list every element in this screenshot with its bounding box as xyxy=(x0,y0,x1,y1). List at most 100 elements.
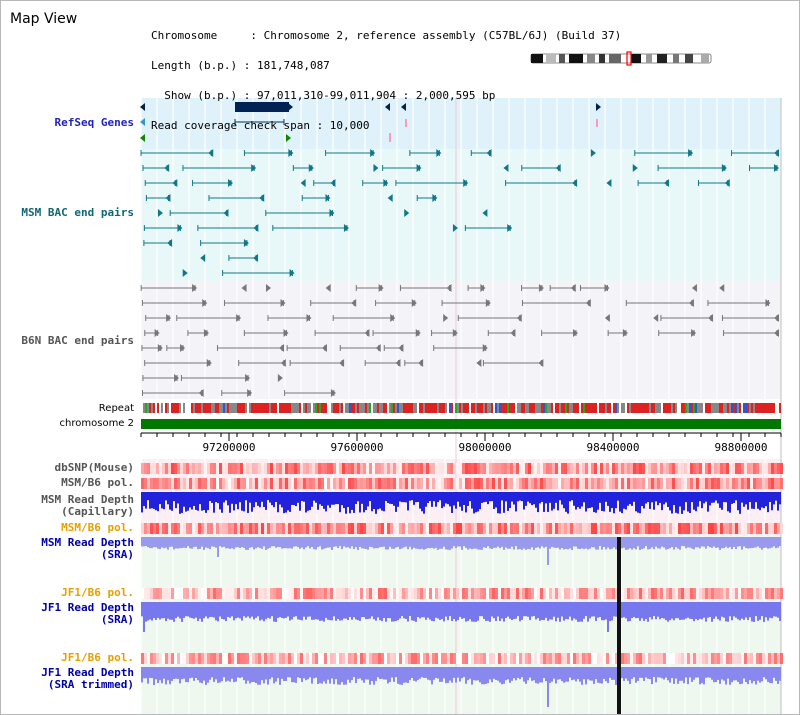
heat-cell xyxy=(408,463,411,474)
depth-bar xyxy=(605,537,607,550)
heat-cell xyxy=(549,478,552,489)
ideogram-band xyxy=(546,54,556,63)
repeat-segment xyxy=(641,403,643,413)
depth-bar xyxy=(707,667,709,678)
heat-cell xyxy=(420,588,423,599)
depth-bar xyxy=(429,492,431,502)
depth-bar xyxy=(713,667,715,683)
depth-bar xyxy=(205,492,207,513)
repeat-segment xyxy=(299,403,301,413)
heat-cell xyxy=(444,653,447,664)
depth-bar xyxy=(287,492,289,511)
heat-cell xyxy=(276,523,279,534)
heat-cell xyxy=(492,478,495,489)
heat-cell xyxy=(369,588,372,599)
heat-cell xyxy=(441,523,444,534)
heat-cell xyxy=(297,588,300,599)
depth-bar xyxy=(433,537,435,549)
repeat-segment xyxy=(251,403,253,413)
track-label-msm-bac[interactable]: MSM BAC end pairs xyxy=(21,206,134,219)
repeat-segment xyxy=(719,403,721,413)
heat-cell xyxy=(492,523,495,534)
gene-exon xyxy=(405,119,407,127)
heat-cell xyxy=(474,653,477,664)
heat-cell xyxy=(483,463,486,474)
depth-bar xyxy=(259,602,261,621)
heat-cell xyxy=(258,653,261,664)
heat-cell xyxy=(174,588,177,599)
repeat-segment xyxy=(545,403,547,413)
depth-bar xyxy=(719,602,721,621)
depth-bar xyxy=(281,667,283,679)
track-label-jf1-depth-trimmed[interactable]: JF1 Read Depth (SRA trimmed) xyxy=(41,667,134,691)
depth-bar xyxy=(553,537,555,548)
track-label-dbsnp[interactable]: dbSNP(Mouse) xyxy=(54,461,134,474)
heat-cell xyxy=(243,653,246,664)
depth-bar xyxy=(397,602,399,621)
depth-bar xyxy=(667,537,669,550)
heat-cell xyxy=(255,463,258,474)
depth-bar xyxy=(609,492,611,512)
heat-cell xyxy=(621,653,624,664)
depth-bar xyxy=(691,492,693,503)
heat-cell xyxy=(204,523,207,534)
heat-cell xyxy=(753,463,756,474)
heat-cell xyxy=(168,653,171,664)
heat-cell xyxy=(723,653,726,664)
depth-bar xyxy=(743,602,745,620)
repeat-segment xyxy=(311,403,313,413)
depth-bar xyxy=(499,537,501,549)
heat-cell xyxy=(369,478,372,489)
track-label-msm-b6-pol[interactable]: MSM/B6 pol. xyxy=(61,476,134,489)
heat-cell xyxy=(351,523,354,534)
depth-bar xyxy=(361,492,363,504)
heat-cell xyxy=(732,478,735,489)
track-label-repeat[interactable]: Repeat xyxy=(98,403,134,414)
depth-bar xyxy=(421,602,423,618)
depth-bar xyxy=(661,667,663,679)
depth-bar xyxy=(163,602,165,619)
heat-cell xyxy=(771,653,774,664)
heat-cell xyxy=(264,463,267,474)
heat-cell xyxy=(249,653,252,664)
heat-cell xyxy=(360,463,363,474)
track-label-refseq-genes[interactable]: RefSeq Genes xyxy=(54,116,134,129)
depth-bar xyxy=(279,667,281,685)
track-label-jf1-depth-sra[interactable]: JF1 Read Depth (SRA) xyxy=(41,602,134,626)
heat-cell xyxy=(405,523,408,534)
track-label-chromosome[interactable]: chromosome 2 xyxy=(59,418,134,429)
repeat-segment xyxy=(239,403,241,413)
depth-bar xyxy=(219,667,221,683)
repeat-segment xyxy=(417,403,419,413)
depth-bar xyxy=(601,602,603,621)
depth-bar xyxy=(529,537,531,550)
heat-cell xyxy=(279,588,282,599)
depth-bar xyxy=(623,492,625,509)
depth-bar xyxy=(443,667,445,679)
heat-cell xyxy=(453,653,456,664)
depth-bar xyxy=(175,602,177,619)
heat-cell xyxy=(741,478,744,489)
track-label-msm-depth-capillary[interactable]: MSM Read Depth (Capillary) xyxy=(41,494,134,518)
depth-bar xyxy=(337,537,339,549)
track-label-jf1-b6-pol[interactable]: JF1/B6 pol. xyxy=(61,586,134,599)
depth-bar xyxy=(625,492,627,510)
depth-bar xyxy=(599,492,601,503)
label-line: JF1 Read Depth xyxy=(41,601,134,614)
heat-cell xyxy=(666,653,669,664)
track-label-jf1-b6-pol-2[interactable]: JF1/B6 pol. xyxy=(61,651,134,664)
depth-bar xyxy=(285,492,287,513)
heat-cell xyxy=(243,478,246,489)
depth-bar xyxy=(577,537,579,549)
depth-bar xyxy=(315,492,317,503)
heat-cell xyxy=(684,653,687,664)
depth-bar xyxy=(511,667,513,681)
b6n-bac-end xyxy=(476,359,482,367)
heat-cell xyxy=(318,478,321,489)
track-label-b6n-bac[interactable]: B6N BAC end pairs xyxy=(21,334,134,347)
track-label-msm-depth-sra[interactable]: MSM Read Depth (SRA) xyxy=(41,537,134,561)
repeat-segment xyxy=(535,403,537,413)
track-label-msm-b6-pol-2[interactable]: MSM/B6 pol. xyxy=(61,521,134,534)
heat-cell xyxy=(153,653,156,664)
